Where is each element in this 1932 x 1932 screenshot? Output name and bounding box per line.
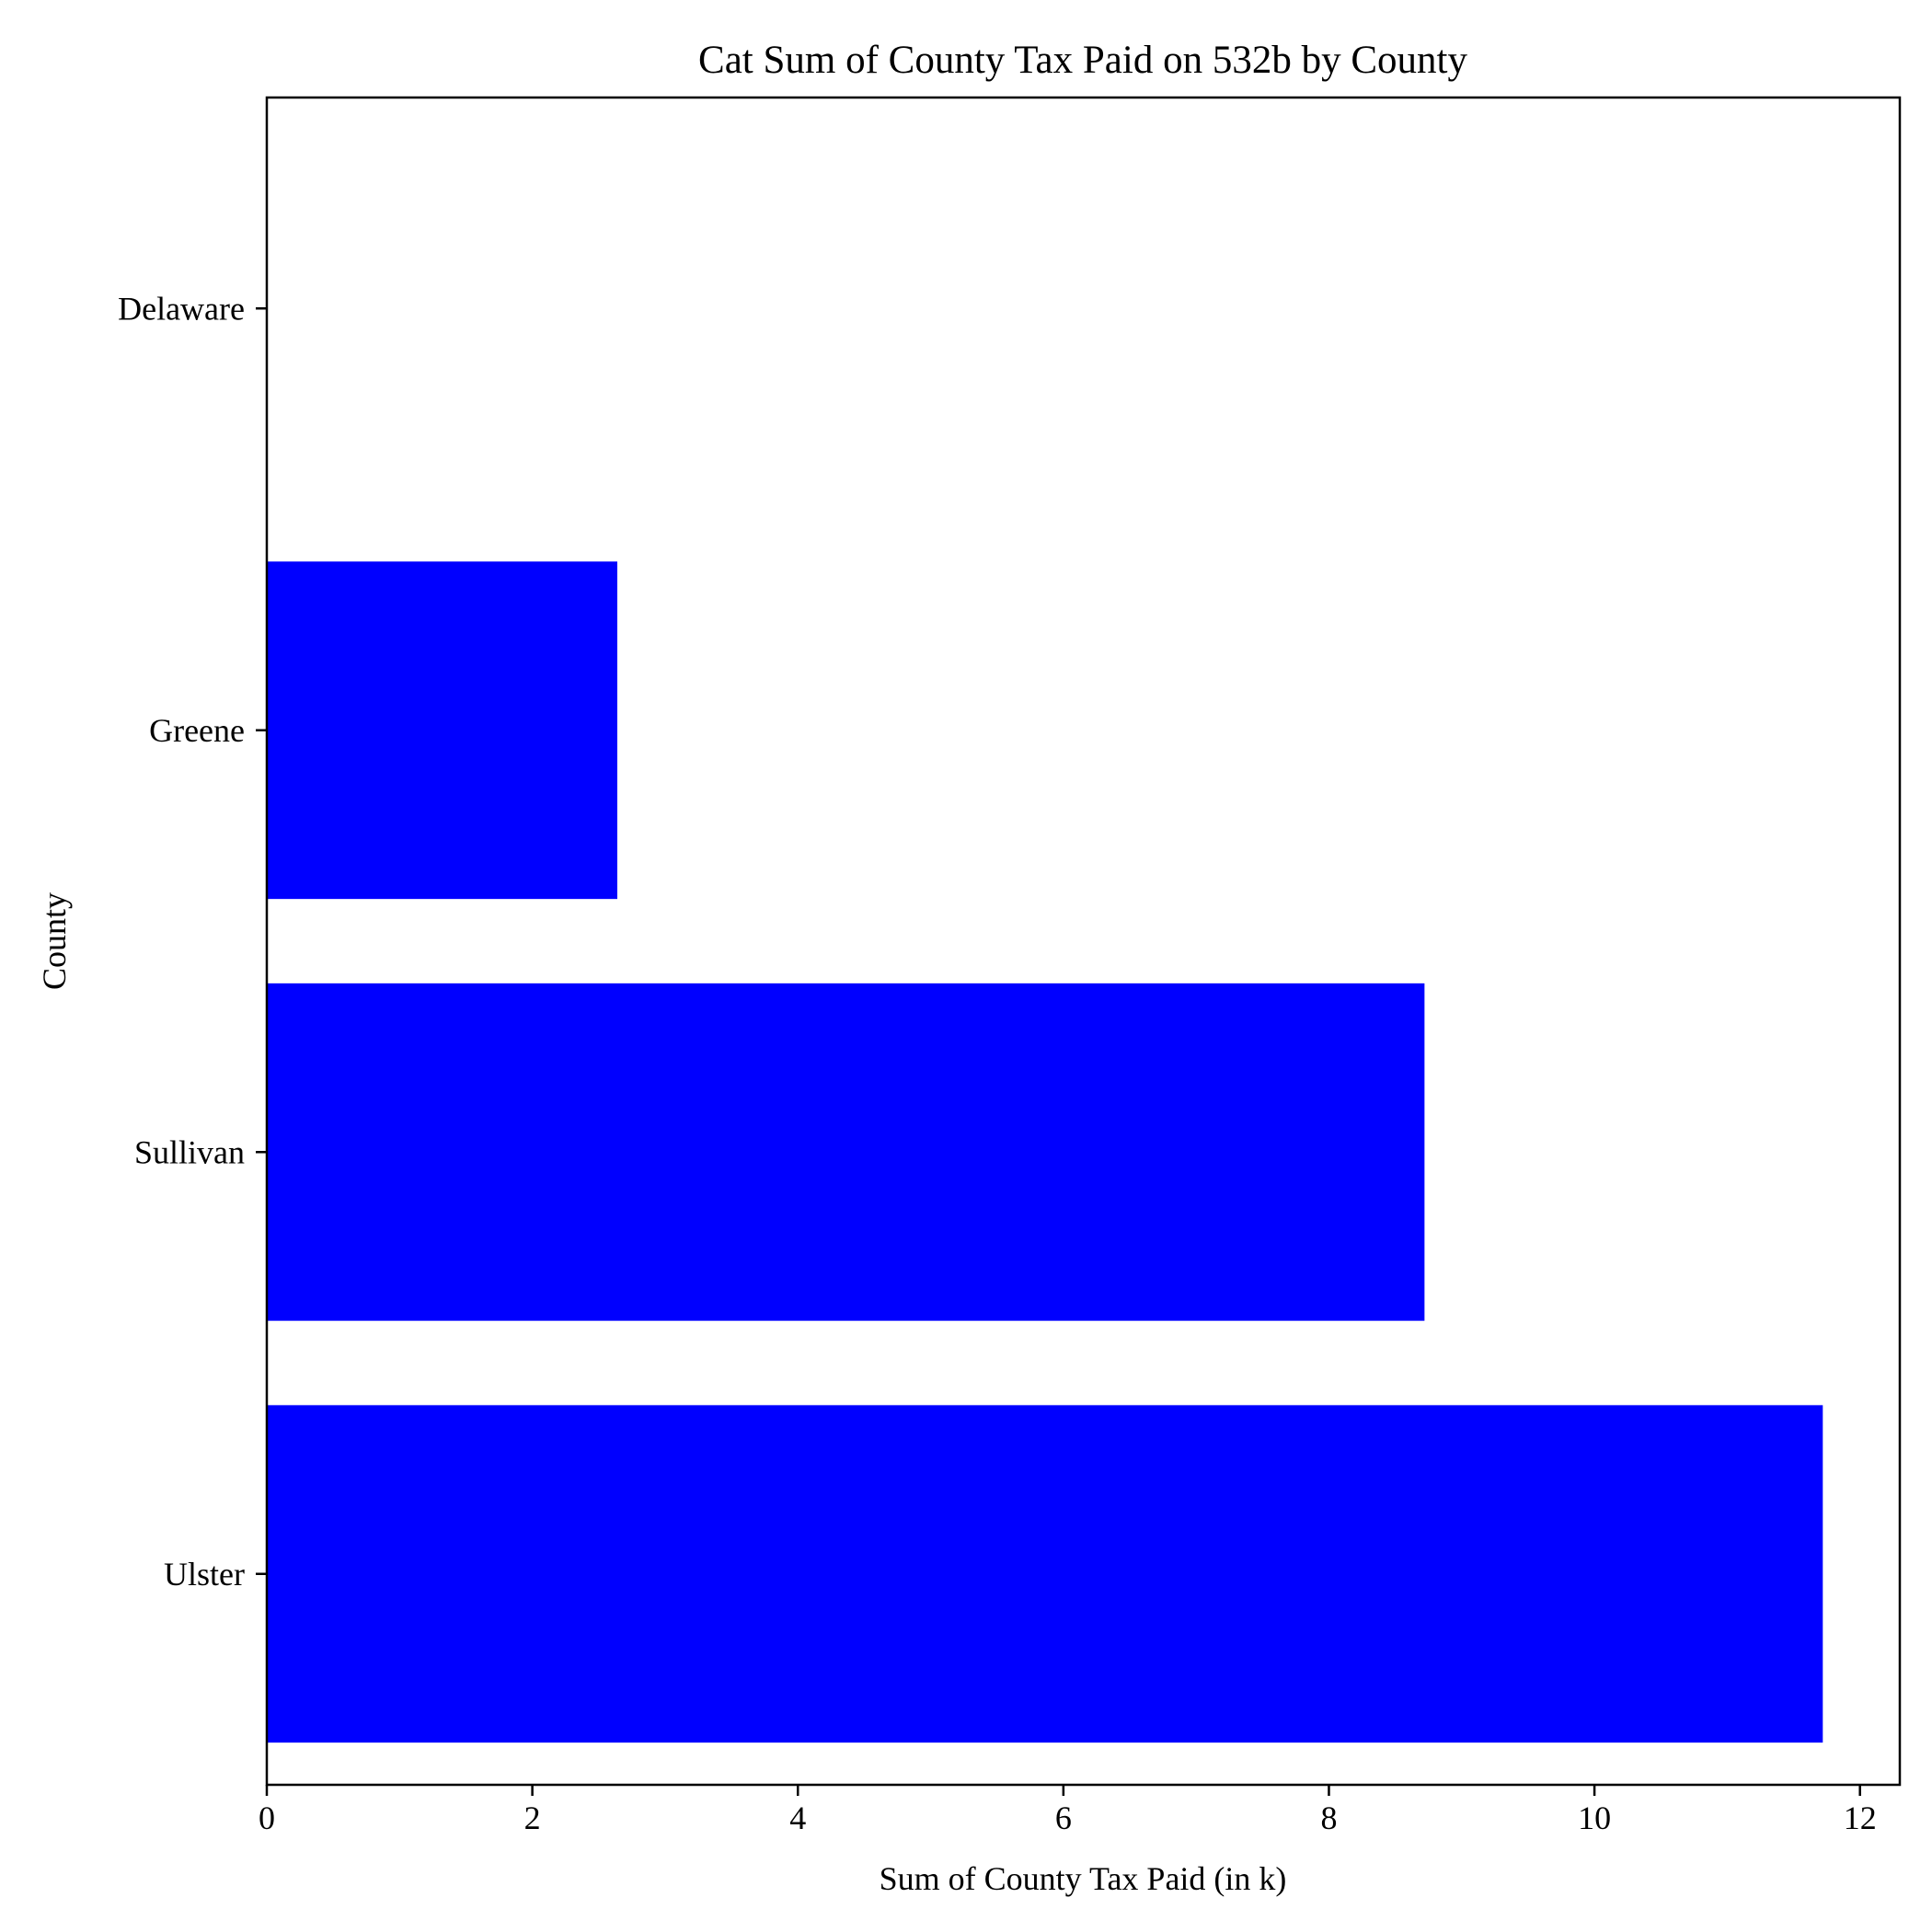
chart-title: Cat Sum of County Tax Paid on 532b by Co…	[698, 39, 1467, 82]
x-tick-label: 8	[1320, 1800, 1337, 1836]
x-tick-label: 2	[524, 1800, 541, 1836]
y-axis-ticks: Ulster Sullivan Greene Delaware	[118, 290, 267, 1593]
bar-greene	[267, 561, 617, 900]
bar-ulster	[267, 1405, 1823, 1743]
y-tick-label: Greene	[149, 712, 245, 749]
y-tick-label: Sullivan	[134, 1133, 245, 1170]
y-axis-label: County	[36, 892, 73, 990]
x-tick-label: 4	[789, 1800, 806, 1836]
y-tick-label: Delaware	[118, 290, 245, 327]
y-tick-label: Ulster	[164, 1556, 245, 1593]
x-tick-label: 10	[1578, 1800, 1611, 1836]
bar-sullivan	[267, 983, 1425, 1321]
x-tick-label: 12	[1844, 1800, 1877, 1836]
x-axis-label: Sum of County Tax Paid (in k)	[880, 1860, 1287, 1897]
x-tick-label: 6	[1055, 1800, 1072, 1836]
bars	[267, 561, 1823, 1743]
x-axis-ticks: 0 2 4 6 8 10 12	[259, 1785, 1877, 1836]
x-tick-label: 0	[259, 1800, 275, 1836]
plot-frame	[265, 96, 1902, 1787]
